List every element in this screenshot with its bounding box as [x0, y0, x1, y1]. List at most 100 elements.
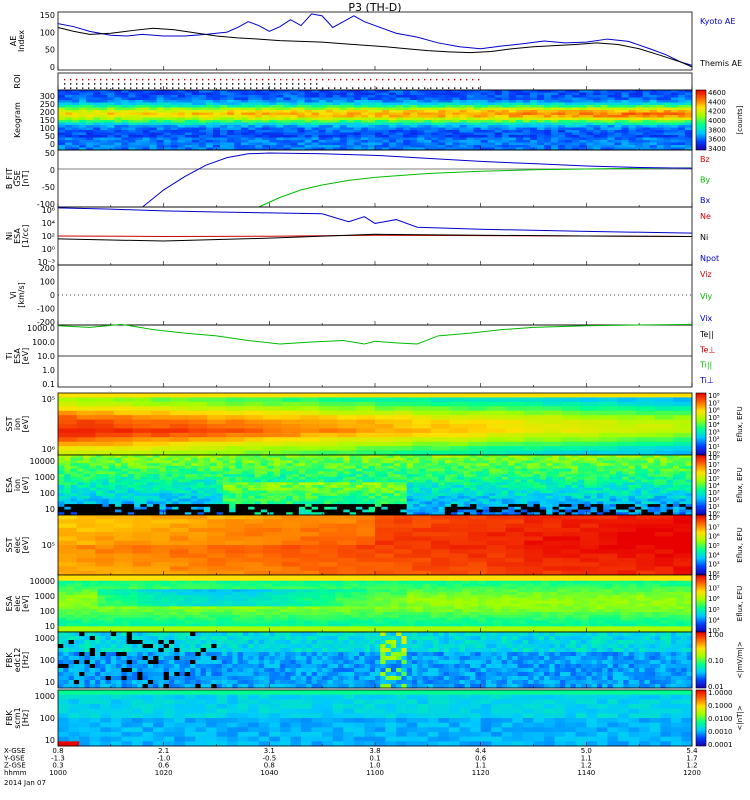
heatmap-cell: [205, 127, 214, 131]
heatmap-cell: [212, 127, 221, 131]
heatmap-cell: [432, 457, 439, 461]
heatmap-cell: [86, 147, 94, 151]
heatmap-cell: [135, 107, 143, 111]
heatmap-cell: [210, 485, 217, 489]
heatmap-cell: [400, 482, 408, 486]
heatmap-cell: [537, 125, 545, 128]
heatmap-cell: [262, 125, 270, 128]
heatmap-cell: [642, 112, 651, 116]
heatmap-cell: [269, 122, 277, 126]
heatmap-cell: [115, 476, 122, 480]
heatmap-cell: [203, 498, 211, 502]
heatmap-cell: [114, 120, 122, 123]
heatmap-cell: [642, 107, 651, 111]
heatmap-cell: [121, 137, 129, 141]
heatmap-cell: [212, 135, 221, 138]
heatmap-cell: [449, 397, 469, 403]
heatmap-cell: [89, 512, 97, 516]
heatmap-cell: [140, 476, 148, 480]
heatmap-cell: [159, 460, 167, 464]
heatmap-cell: [360, 97, 369, 101]
heatmap-cell: [551, 140, 559, 143]
heatmap-cell: [375, 450, 395, 456]
heatmap-cell: [431, 132, 439, 136]
heatmap-cell: [649, 147, 658, 151]
heatmap-cell: [79, 117, 87, 121]
heatmap-cell: [134, 512, 141, 516]
heatmap-cell: [58, 419, 78, 425]
heatmap-cell: [480, 102, 489, 106]
heatmap-cell: [135, 92, 143, 96]
heatmap-cell: [533, 457, 541, 461]
heatmap-cell: [225, 446, 245, 451]
heatmap-cell: [387, 471, 395, 475]
heatmap-cell: [387, 476, 395, 480]
heatmap-cell: [558, 117, 566, 121]
heatmap-cell: [684, 125, 693, 128]
heatmap-cell: [473, 112, 482, 116]
heatmap-cell: [235, 482, 243, 486]
heatmap-cell: [514, 460, 522, 464]
heatmap-cell: [355, 457, 363, 461]
heatmap-cell: [489, 501, 496, 505]
heatmap-cell: [670, 95, 679, 98]
heatmap-cell: [663, 90, 672, 93]
heatmap-cell: [93, 102, 101, 106]
heatmap-cell: [558, 135, 566, 138]
heatmap-cell: [128, 122, 136, 126]
heatmap-cell: [677, 107, 686, 111]
heatmap-cell: [417, 92, 425, 96]
heatmap-cell: [628, 120, 637, 123]
heatmap-cell: [156, 122, 165, 126]
heatmap-cell: [551, 132, 559, 136]
heatmap-cell: [537, 105, 545, 108]
heatmap-cell: [349, 495, 357, 500]
heatmap-cell: [115, 471, 122, 475]
heatmap-cell: [198, 117, 207, 121]
heatmap-cell: [128, 107, 136, 111]
heatmap-cell: [396, 132, 404, 136]
heatmap-cell: [649, 132, 658, 136]
heatmap-cell: [210, 487, 217, 491]
heatmap-cell: [184, 120, 193, 123]
heatmap-cell: [670, 137, 679, 141]
roi-flag-dot: [280, 83, 282, 85]
heatmap-cell: [654, 450, 674, 456]
heatmap-cell: [79, 90, 87, 93]
heatmap-cell: [58, 393, 78, 398]
heatmap-cell: [305, 506, 312, 510]
heatmap-cell: [673, 406, 693, 412]
heatmap-cell: [663, 130, 672, 133]
heatmap-cell: [281, 410, 301, 416]
heatmap-cell: [412, 437, 432, 443]
heatmap-cell: [165, 474, 173, 478]
heatmap-cell: [367, 102, 376, 106]
heatmap-cell: [403, 102, 411, 106]
heatmap-cell: [375, 102, 383, 106]
heatmap-cell: [121, 130, 129, 133]
heatmap-cell: [609, 468, 617, 472]
heatmap-cell: [444, 490, 452, 494]
heatmap-cell: [216, 509, 224, 513]
heatmap-cell: [375, 446, 395, 451]
heatmap-cell: [558, 142, 566, 146]
roi-flag-dot: [274, 78, 276, 81]
heatmap-cell: [324, 498, 332, 502]
heatmap-cell: [163, 135, 172, 138]
heatmap-cell: [283, 127, 291, 131]
heatmap-cell: [169, 419, 189, 425]
heatmap-cell: [579, 137, 587, 141]
heatmap-cell: [235, 512, 243, 516]
heatmap-cell: [216, 474, 224, 478]
heatmap-cell: [636, 432, 656, 438]
heatmap-cell: [96, 498, 103, 502]
heatmap-cell: [501, 137, 510, 141]
heatmap-cell: [381, 479, 389, 483]
heatmap-cell: [77, 485, 84, 489]
heatmap-cell: [367, 137, 376, 141]
heatmap-cell: [191, 145, 200, 148]
heatmap-cell: [417, 102, 425, 106]
heatmap-cell: [457, 512, 465, 516]
heatmap-cell: [107, 92, 115, 96]
heatmap-cell: [244, 428, 264, 434]
